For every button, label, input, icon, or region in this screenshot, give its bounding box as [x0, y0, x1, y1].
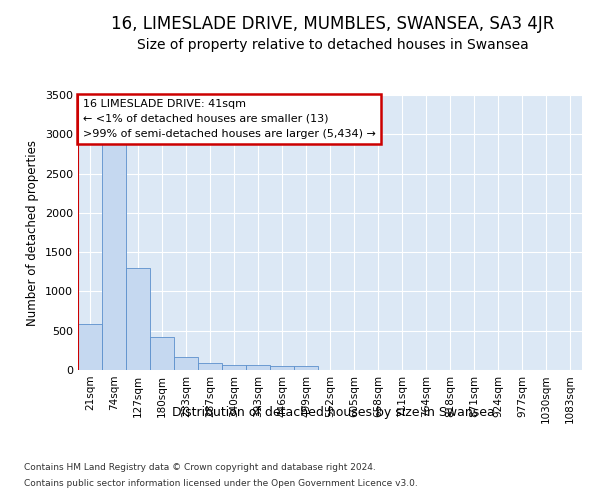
Bar — [126, 268, 150, 370]
Bar — [174, 358, 198, 370]
Bar — [102, 142, 126, 370]
Text: Distribution of detached houses by size in Swansea: Distribution of detached houses by size … — [172, 406, 494, 419]
Text: Contains public sector information licensed under the Open Government Licence v3: Contains public sector information licen… — [24, 478, 418, 488]
Bar — [78, 324, 102, 370]
Bar — [222, 364, 246, 370]
Bar — [270, 366, 294, 370]
Bar — [246, 366, 270, 370]
Text: Size of property relative to detached houses in Swansea: Size of property relative to detached ho… — [137, 38, 529, 52]
Text: 16 LIMESLADE DRIVE: 41sqm
← <1% of detached houses are smaller (13)
>99% of semi: 16 LIMESLADE DRIVE: 41sqm ← <1% of detac… — [83, 99, 376, 138]
Text: 16, LIMESLADE DRIVE, MUMBLES, SWANSEA, SA3 4JR: 16, LIMESLADE DRIVE, MUMBLES, SWANSEA, S… — [112, 15, 554, 33]
Bar — [198, 363, 222, 370]
Bar — [294, 366, 318, 370]
Y-axis label: Number of detached properties: Number of detached properties — [26, 140, 40, 326]
Bar — [150, 337, 174, 370]
Text: Contains HM Land Registry data © Crown copyright and database right 2024.: Contains HM Land Registry data © Crown c… — [24, 464, 376, 472]
